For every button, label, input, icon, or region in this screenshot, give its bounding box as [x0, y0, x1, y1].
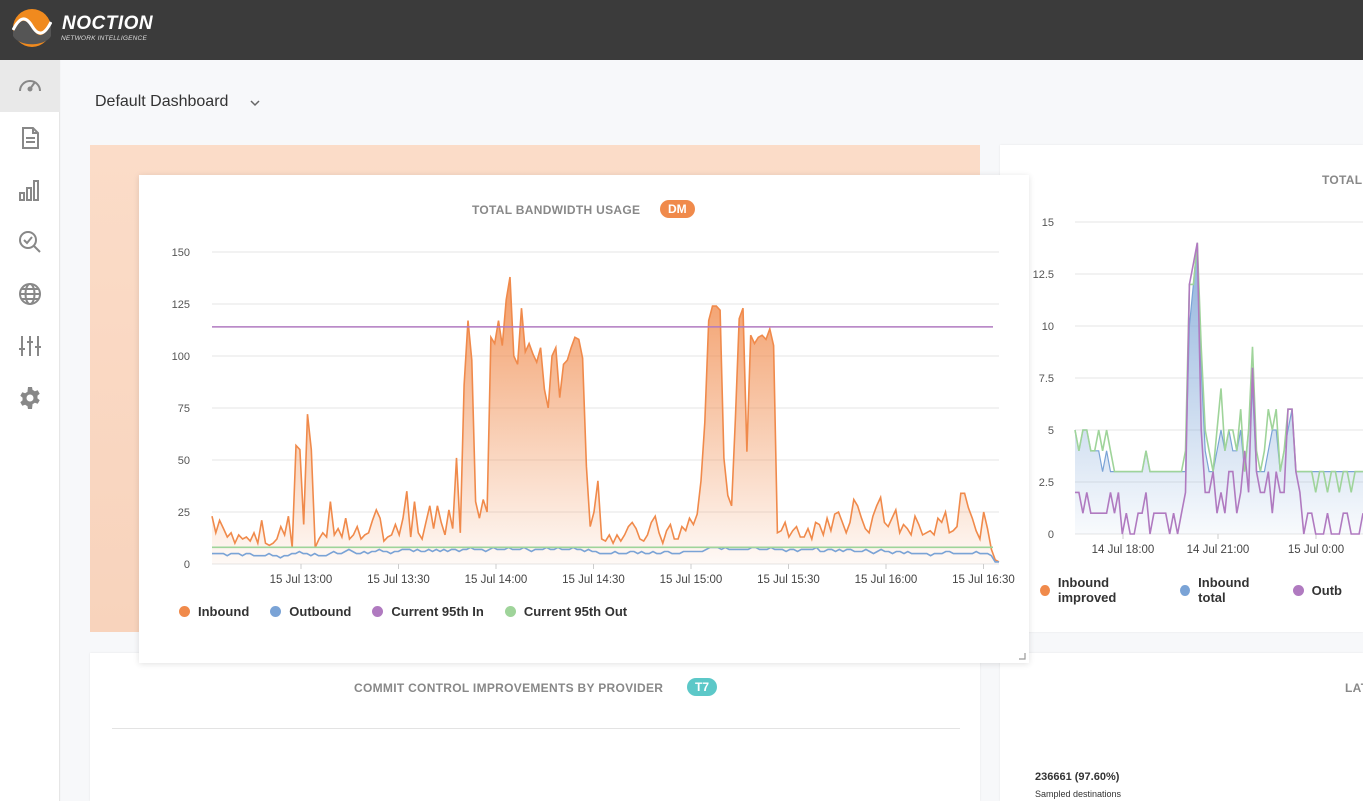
latency-title: LAT	[1345, 681, 1363, 695]
inbound-line	[211, 276, 1000, 563]
x-tick-label: 15 Jul 13:00	[270, 574, 333, 586]
y-tick-label: 25	[178, 507, 190, 519]
y-tick-label: 50	[178, 455, 190, 467]
x-tick-label: 15 Jul 14:00	[465, 574, 528, 586]
bandwidth-widget[interactable]: TOTAL BANDWIDTH USAGE DM 0 25 50 75 100 125 15…	[139, 175, 1029, 663]
x-tick-label: 14 Jul 21:00	[1187, 544, 1250, 556]
legend-label: Current 95th Out	[523, 604, 628, 619]
bandwidth-chart: 0 25 50 75 100 125 150 15 Jul 13:00 15 Jul 13:30…	[172, 247, 1015, 586]
brand-tagline: NETWORK INTELLIGENCE	[61, 35, 147, 42]
improvements-chart: 0 2.5 5 7.5 10 12.5 15 14 Jul 18:00 14 Jul 21:00…	[1033, 217, 1363, 556]
sidebar-item-reports[interactable]	[0, 112, 60, 164]
sidebar-item-search[interactable]	[0, 216, 60, 268]
bandwidth-title: TOTAL BANDWIDTH USAGE	[472, 203, 641, 217]
legend-inbound-improved[interactable]: Inbound improved	[1040, 575, 1159, 605]
bandwidth-badge: DM	[660, 200, 695, 218]
y-tick-label: 12.5	[1033, 269, 1054, 281]
legend-label: Current 95th In	[391, 604, 484, 619]
improvements-legend: Inbound improved Inbound total Outb	[1040, 575, 1363, 605]
y-tick-label: 150	[172, 247, 190, 259]
latency-widget[interactable]: LAT	[1000, 653, 1363, 801]
legend-label: Outbound	[289, 604, 352, 619]
sidebar	[0, 60, 60, 801]
y-tick-label: 0	[1048, 529, 1054, 541]
legend-dot	[179, 606, 190, 617]
x-tick-label: 14 Jul 18:00	[1092, 544, 1155, 556]
y-tick-label: 15	[1042, 217, 1054, 229]
legend-label: Inbound improved	[1057, 575, 1117, 605]
sidebar-item-settings[interactable]	[0, 372, 60, 424]
noction-logo-icon	[12, 9, 52, 47]
improvements-title: TOTAL	[1322, 173, 1363, 187]
x-tick-label: 15 Jul 0:00	[1288, 544, 1344, 556]
gear-icon	[20, 387, 40, 409]
legend-dot	[270, 606, 282, 617]
sampled-destinations-label: Sampled destinations	[1035, 789, 1122, 799]
sidebar-item-configuration[interactable]	[0, 320, 60, 372]
legend-dot	[1292, 584, 1304, 596]
document-icon	[22, 127, 39, 149]
sidebar-item-dashboard[interactable]	[0, 60, 60, 112]
improvements-widget[interactable]: TOTAL 0 2.5 5 7.5 10 12.5 15 14 Jul 18:00 14 Jul…	[1000, 145, 1363, 632]
x-tick-label: 15 Jul 16:00	[855, 574, 918, 586]
x-tick-label: 15 Jul 14:30	[562, 574, 625, 586]
sidebar-item-statistics[interactable]	[0, 164, 60, 216]
resize-handle-icon[interactable]	[1018, 652, 1026, 660]
sidebar-item-global[interactable]	[0, 268, 60, 320]
inbound-total-area	[1075, 242, 1363, 535]
inbound-total-line	[1074, 242, 1363, 473]
x-tick-label: 15 Jul 16:30	[952, 574, 1015, 586]
legend-95th-out[interactable]: Current 95th Out	[504, 604, 628, 619]
legend-dot	[1180, 584, 1191, 596]
top-bar: NOCTION NETWORK INTELLIGENCE	[0, 0, 1363, 60]
legend-inbound[interactable]: Inbound	[179, 604, 249, 619]
legend-dot	[372, 606, 384, 617]
y-tick-label: 75	[178, 403, 190, 415]
speedometer-icon	[19, 80, 41, 92]
legend-dot	[1040, 584, 1050, 596]
y-tick-label: 2.5	[1039, 477, 1054, 489]
noction-logo[interactable]: NOCTION NETWORK INTELLIGENCE	[12, 8, 162, 52]
y-tick-label: 7.5	[1039, 373, 1054, 385]
legend-label: Inbound	[198, 604, 250, 619]
legend-dot	[504, 606, 516, 617]
legend-outbound[interactable]: Outb	[1292, 582, 1342, 598]
legend-label: Outb	[1311, 582, 1342, 598]
sampled-destinations-value: 236661 (97.60%)	[1035, 771, 1120, 783]
outbound-line	[212, 546, 999, 563]
legend-label: Inbound total	[1198, 575, 1250, 605]
dashboard-selector[interactable]: Default Dashboard	[95, 93, 229, 110]
outbound-total-line	[1074, 242, 1363, 493]
x-tick-label: 15 Jul 13:30	[367, 574, 430, 586]
commit-control-badge: T7	[687, 678, 718, 696]
magnifier-check-icon	[19, 231, 41, 253]
legend-outbound[interactable]: Outbound	[270, 604, 351, 619]
legend-inbound-total[interactable]: Inbound total	[1180, 575, 1271, 605]
commit-control-title: COMMIT CONTROL IMPROVEMENTS BY PROVIDER	[354, 681, 664, 695]
chevron-down-icon[interactable]	[248, 96, 262, 110]
legend-95th-in[interactable]: Current 95th In	[372, 604, 484, 619]
x-tick-label: 15 Jul 15:30	[757, 574, 820, 586]
y-tick-label: 125	[172, 299, 190, 311]
sliders-icon	[19, 336, 41, 356]
divider	[112, 728, 960, 729]
bar-chart-icon	[19, 180, 39, 201]
x-tick-label: 15 Jul 15:00	[660, 574, 723, 586]
brand-name: NOCTION	[62, 13, 154, 34]
globe-icon	[19, 283, 41, 305]
bandwidth-legend: Inbound Outbound Current 95th In Current…	[179, 604, 648, 619]
commit-control-widget[interactable]: COMMIT CONTROL IMPROVEMENTS BY PROVIDER …	[90, 653, 980, 801]
inbound-area	[212, 277, 999, 564]
outbound-line	[1075, 242, 1363, 535]
y-tick-label: 10	[1042, 321, 1054, 333]
y-tick-label: 100	[172, 351, 190, 363]
y-tick-label: 5	[1048, 425, 1054, 437]
y-tick-label: 0	[184, 559, 190, 571]
